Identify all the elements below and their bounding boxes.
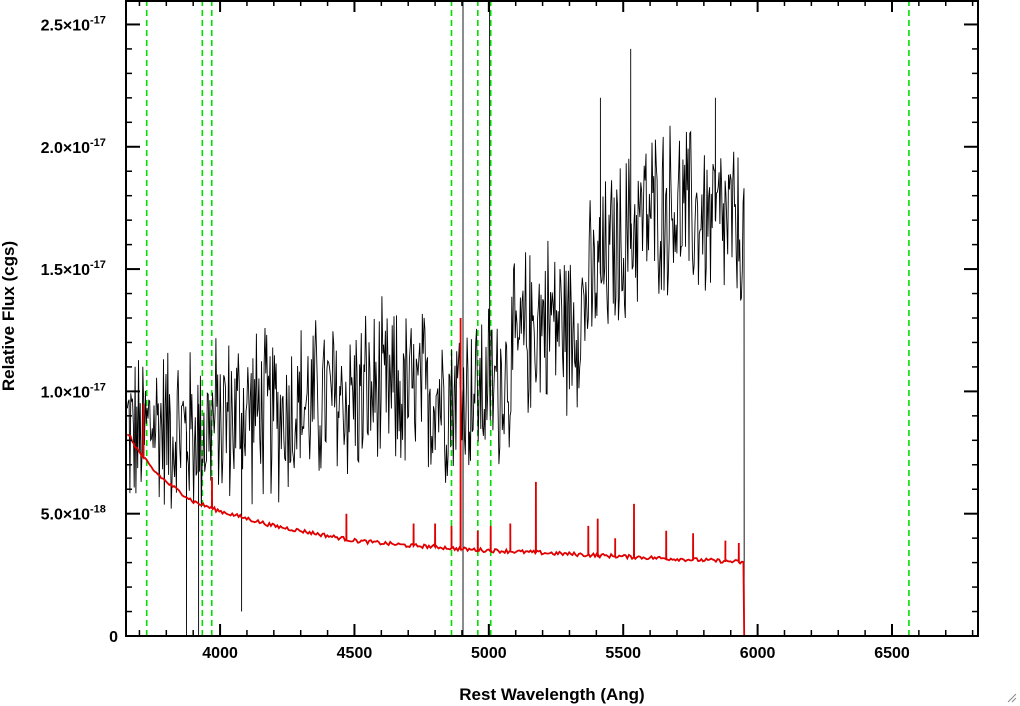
y-tick-exponent: -18 <box>90 504 106 516</box>
emission-line-markers <box>145 0 910 636</box>
y-tick-label: 1.5×10 <box>41 262 90 279</box>
x-axis-title: Rest Wavelength (Ang) <box>459 685 644 704</box>
x-tick-label: 4500 <box>337 645 373 662</box>
spectrum-series <box>126 0 978 637</box>
y-tick-exponent: -17 <box>90 14 106 26</box>
x-tick-label: 5500 <box>605 645 641 662</box>
y-axis-ticks: 05.0×10 -181.0×10 -171.5×10 -172.0×10 -172.5… <box>41 14 978 646</box>
resize-grip-icon[interactable] <box>1005 691 1017 703</box>
y-tick-exponent: -17 <box>90 259 106 271</box>
x-tick-label: 6500 <box>874 645 910 662</box>
y-tick-label: 0 <box>109 629 118 646</box>
x-tick-label: 5000 <box>471 645 507 662</box>
observed-spectrum-line <box>126 0 978 637</box>
plot-frame <box>125 0 979 637</box>
y-tick-label: 2.0×10 <box>41 140 90 157</box>
model-spectrum-line <box>126 317 978 637</box>
y-tick-label: 5.0×10 <box>41 507 90 524</box>
y-tick-label: 1.0×10 <box>41 384 90 401</box>
y-tick-exponent: -17 <box>90 137 106 149</box>
x-tick-label: 6000 <box>740 645 776 662</box>
y-tick-label: 2.5×10 <box>41 17 90 34</box>
x-tick-label: 4000 <box>202 645 238 662</box>
y-axis-title: Relative Flux (cgs) <box>0 241 18 391</box>
x-axis-ticks: 4000 4500 5000 5500 6000 6500 <box>138 0 974 662</box>
y-tick-exponent: -17 <box>90 381 106 393</box>
